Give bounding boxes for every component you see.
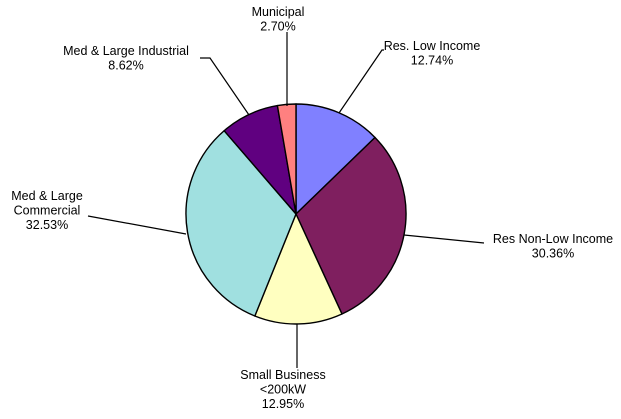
slice-category-label: Med & Large [11, 189, 83, 203]
leader-line-2 [404, 235, 484, 243]
slice-value-label: 32.53% [26, 218, 68, 232]
pie-slices [186, 104, 406, 324]
slice-value-label: 30.36% [532, 247, 574, 261]
slice-label-3: Small Business <200kW 12.95% [240, 368, 325, 411]
slice-label-1: Res. Low Income 12.74% [384, 39, 481, 68]
slice-value-label: 8.62% [108, 59, 143, 73]
leader-line-4 [88, 216, 186, 234]
slice-label-2: Res Non-Low Income 30.36% [493, 232, 613, 261]
slice-category-label: Res. Low Income [384, 39, 481, 53]
slice-label-4: Med & Large Commercial 32.53% [11, 189, 83, 232]
leader-line-5 [200, 58, 249, 115]
slice-label-6: Municipal 2.70% [252, 5, 305, 34]
leader-line-1 [339, 50, 384, 113]
slice-category-label: Med & Large Industrial [63, 44, 189, 58]
slice-value-label: 2.70% [260, 20, 295, 34]
slice-value-label: 12.95% [262, 397, 304, 411]
slice-category-label: <200kW [260, 383, 306, 397]
slice-category-label: Municipal [252, 5, 305, 19]
slice-label-5: Med & Large Industrial 8.62% [63, 44, 189, 73]
slice-category-label: Commercial [14, 204, 81, 218]
slice-value-label: 12.74% [411, 54, 453, 68]
slice-category-label: Res Non-Low Income [493, 232, 613, 246]
slice-category-label: Small Business [240, 368, 325, 382]
